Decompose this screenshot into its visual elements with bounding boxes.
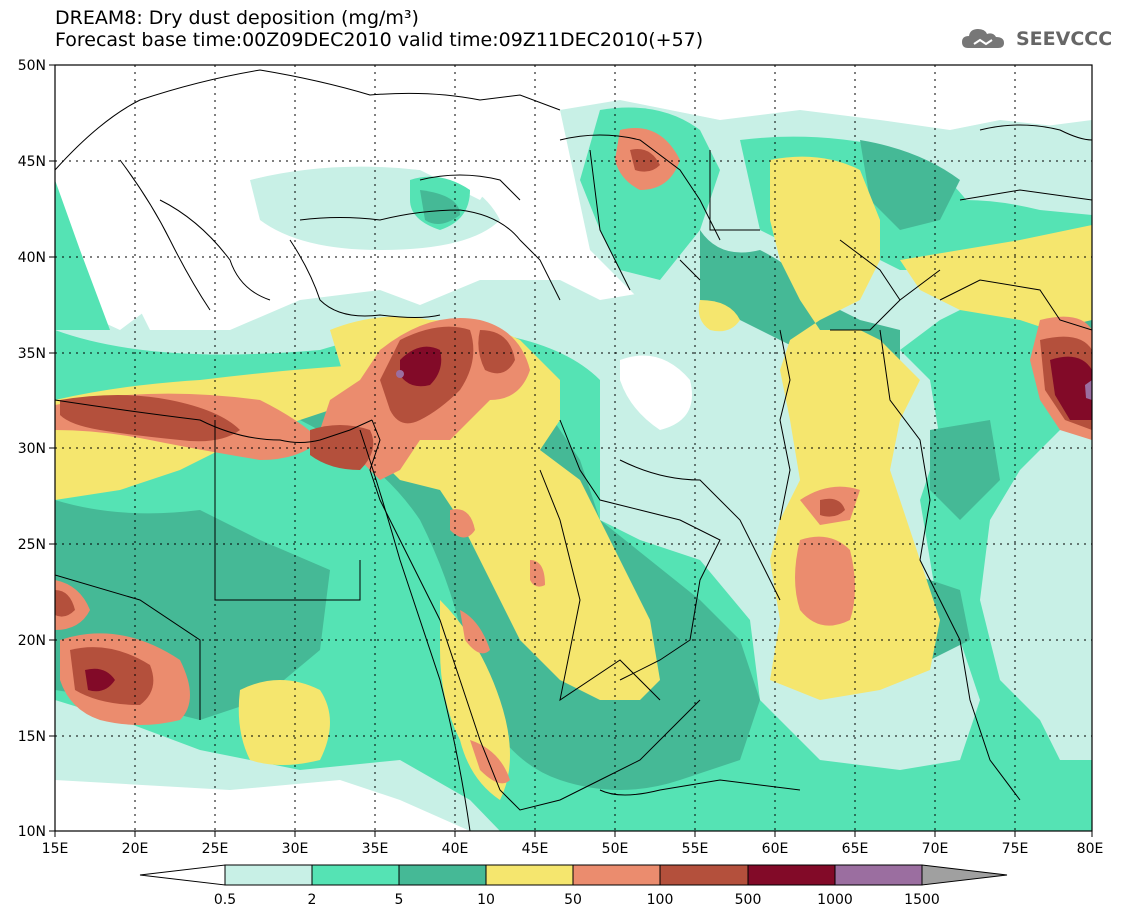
colorbar: 0.5 2 5 10 50 100 500 1000 1500 [139,864,1008,908]
level-1000 [396,370,1092,400]
axis-ticks [49,64,1093,837]
level-500 [85,346,1092,692]
colorbar-label: 100 [647,892,674,908]
colorbar-above-arrow [921,864,1008,886]
colorbar-label: 10 [477,892,495,908]
colorbar-segment [485,864,574,886]
lon-labels: 15E 20E 25E 30E 35E 40E 45E 50E 55E 60E … [42,841,1104,857]
colorbar-label: 500 [735,892,762,908]
lon-label: 20E [122,841,149,857]
map-subtitle: Forecast base time:00Z09DEC2010 valid ti… [55,29,704,51]
seevccc-logo: SEEVCCC [960,24,1112,54]
lon-label: 30E [282,841,309,857]
colorbar-segment [659,864,749,886]
lon-label: 70E [922,841,949,857]
colorbar-segment [398,864,487,886]
lat-label: 15N [18,729,46,745]
colorbar-label: 1500 [904,892,940,908]
colorbar-segment [747,864,836,886]
lon-label: 55E [682,841,709,857]
colorbar-segment [572,864,661,886]
lon-label: 65E [842,841,869,857]
lon-label: 15E [42,841,69,857]
colorbar-label: 5 [395,892,404,908]
lon-label: 75E [1002,841,1029,857]
lat-label: 10N [18,824,46,840]
lon-label: 25E [202,841,229,857]
colorbar-segment [834,864,923,886]
lat-label: 45N [18,154,46,170]
lat-label: 25N [18,537,46,553]
lat-label: 35N [18,346,46,362]
cloud-logo-icon [962,29,1004,48]
lon-label: 50E [602,841,629,857]
logo-text: SEEVCCC [1016,28,1113,50]
colorbar-label: 50 [564,892,582,908]
colorbar-label: 0.5 [214,892,236,908]
colorbar-label: 2 [308,892,317,908]
colorbar-segment [224,864,313,886]
lat-labels: 50N 45N 40N 35N 30N 25N 20N 15N 10N [18,58,46,840]
lon-label: 35E [362,841,389,857]
lat-label: 40N [18,250,46,266]
lat-label: 30N [18,441,46,457]
lat-label: 20N [18,633,46,649]
lon-label: 60E [762,841,789,857]
colorbar-segment [311,864,400,886]
colorbar-label: 1000 [817,892,853,908]
lon-label: 45E [522,841,549,857]
lon-label: 80E [1077,841,1104,857]
map-title: DREAM8: Dry dust deposition (mg/m³) [55,7,419,29]
colorbar-below-arrow [139,864,226,886]
lon-label: 40E [442,841,469,857]
lat-label: 50N [18,58,46,74]
gridlines [55,65,1092,831]
borders [55,69,1092,831]
